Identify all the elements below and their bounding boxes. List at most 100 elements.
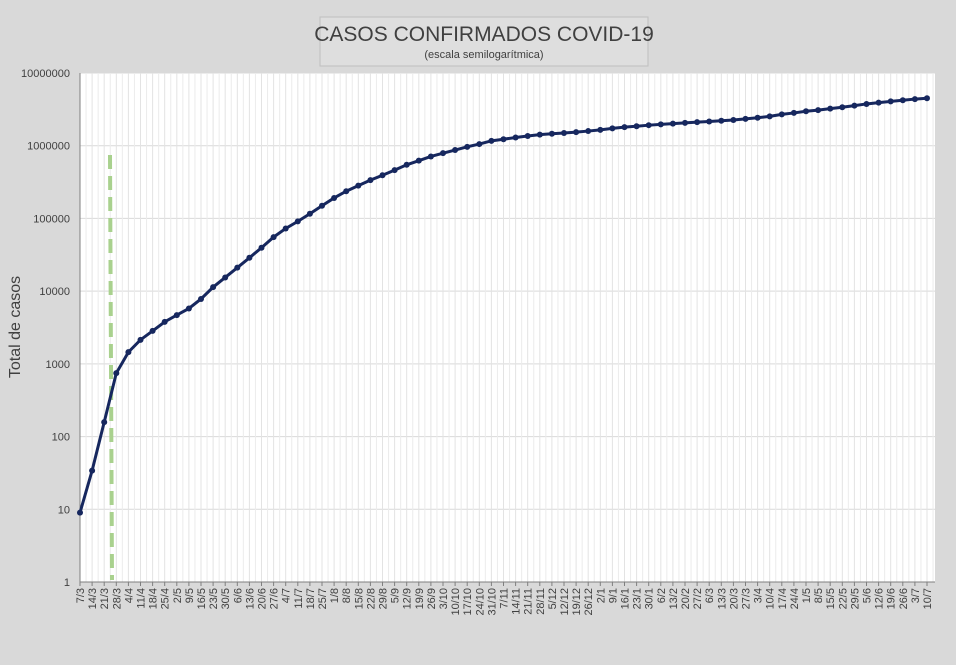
- data-point: [101, 419, 108, 426]
- data-point: [561, 130, 567, 137]
- data-point: [778, 111, 785, 118]
- x-tick-label: 9/5: [184, 588, 196, 603]
- x-tick-label: 12/9: [402, 588, 414, 609]
- data-point: [415, 157, 422, 164]
- data-point: [427, 153, 434, 160]
- data-point: [476, 141, 483, 148]
- data-point: [524, 133, 531, 140]
- data-point: [161, 318, 168, 325]
- x-tick-label: 18/4: [148, 588, 160, 609]
- data-point: [149, 327, 156, 334]
- x-tick-label: 13/3: [716, 588, 728, 609]
- plot-area: [80, 73, 935, 582]
- x-tick-label: 14/11: [511, 588, 523, 615]
- data-point: [657, 121, 664, 128]
- x-tick-label: 23/1: [632, 588, 644, 609]
- data-point: [645, 122, 652, 129]
- marks: [77, 95, 930, 516]
- data-point: [246, 254, 253, 261]
- x-tick-label: 25/7: [317, 588, 329, 609]
- y-tick-label: 100: [52, 432, 70, 444]
- data-point: [694, 119, 701, 126]
- x-tick-label: 4/7: [281, 588, 293, 603]
- data-point: [863, 100, 870, 107]
- x-tick-label: 27/6: [269, 588, 281, 609]
- data-point: [367, 177, 374, 184]
- data-point: [621, 124, 628, 131]
- reference-line: [108, 154, 114, 581]
- x-tick-label: 1/8: [329, 588, 341, 603]
- x-tick-label: 19/12: [571, 588, 583, 616]
- data-point: [851, 102, 858, 109]
- x-tick-label: 17/10: [462, 588, 474, 616]
- data-point: [548, 130, 555, 137]
- x-tick-label: 29/8: [378, 588, 390, 609]
- data-point: [210, 284, 217, 291]
- x-tick-label: 22/8: [365, 588, 377, 609]
- x-tick-label: 5/9: [390, 588, 402, 603]
- x-tick-label: 8/8: [341, 588, 353, 603]
- data-point: [633, 123, 640, 130]
- data-point: [669, 120, 676, 127]
- data-point: [488, 137, 495, 144]
- data-point: [911, 96, 918, 103]
- x-tick-label: 30/1: [644, 588, 656, 609]
- x-tick-label: 9/1: [607, 588, 619, 603]
- x-tick-label: 27/2: [692, 588, 704, 609]
- data-point: [827, 105, 834, 112]
- x-tick-label: 22/5: [837, 588, 849, 609]
- x-tick-label: 31/10: [486, 588, 498, 616]
- data-point: [137, 336, 144, 343]
- data-point: [730, 116, 737, 123]
- x-tick-label: 6/6: [232, 588, 244, 603]
- x-tick-label: 15/5: [825, 588, 837, 609]
- x-tick-label: 10/4: [765, 588, 777, 609]
- x-tick-label: 6/2: [656, 588, 668, 603]
- x-tick-label: 24/4: [789, 588, 801, 609]
- data-point: [682, 119, 688, 126]
- data-point: [573, 129, 580, 136]
- data-point: [440, 150, 446, 157]
- x-tick-label: 4/4: [123, 588, 135, 603]
- x-tick-label: 21/11: [523, 588, 535, 615]
- data-point: [391, 167, 398, 174]
- x-tick-label: 20/3: [728, 588, 740, 609]
- data-point: [234, 264, 241, 271]
- data-point: [77, 509, 83, 516]
- x-tick-label: 10/7: [922, 588, 934, 609]
- data-point: [536, 131, 543, 138]
- y-tick-label: 10000: [39, 286, 70, 298]
- data-point: [815, 107, 822, 114]
- x-tick-label: 25/4: [160, 588, 172, 609]
- x-tick-label: 23/5: [208, 588, 220, 609]
- data-point: [718, 117, 725, 124]
- y-tick-label: 1: [64, 577, 70, 589]
- x-tick-label: 26/9: [426, 588, 438, 609]
- data-point: [173, 312, 180, 319]
- data-point: [875, 99, 882, 106]
- x-tick-label: 3/10: [438, 588, 450, 609]
- x-tick-label: 16/5: [196, 588, 208, 609]
- y-axis-label: Total de casos: [7, 276, 24, 378]
- x-tick-label: 3/4: [753, 588, 765, 603]
- x-tick-label: 17/4: [777, 588, 789, 609]
- x-tick-label: 6/3: [704, 588, 716, 603]
- x-tick-label: 20/2: [680, 588, 692, 609]
- data-point: [185, 305, 192, 312]
- data-point: [403, 161, 410, 168]
- data-point: [452, 147, 459, 154]
- title-box: [319, 16, 649, 67]
- y-tick-label: 10: [58, 504, 70, 516]
- x-tick-label: 5/6: [862, 588, 874, 603]
- x-tick-label: 11/7: [293, 588, 305, 609]
- x-tick-label: 26/12: [583, 588, 595, 616]
- x-tick-label: 26/6: [898, 588, 910, 609]
- y-tick-label: 100000: [33, 213, 70, 225]
- x-tick-label: 28/3: [111, 588, 123, 609]
- y-tick-label: 1000000: [27, 141, 70, 153]
- data-point: [839, 104, 846, 111]
- x-tick-label: 1/5: [801, 588, 813, 603]
- x-tick-label: 19/9: [414, 588, 426, 609]
- data-point: [609, 125, 616, 132]
